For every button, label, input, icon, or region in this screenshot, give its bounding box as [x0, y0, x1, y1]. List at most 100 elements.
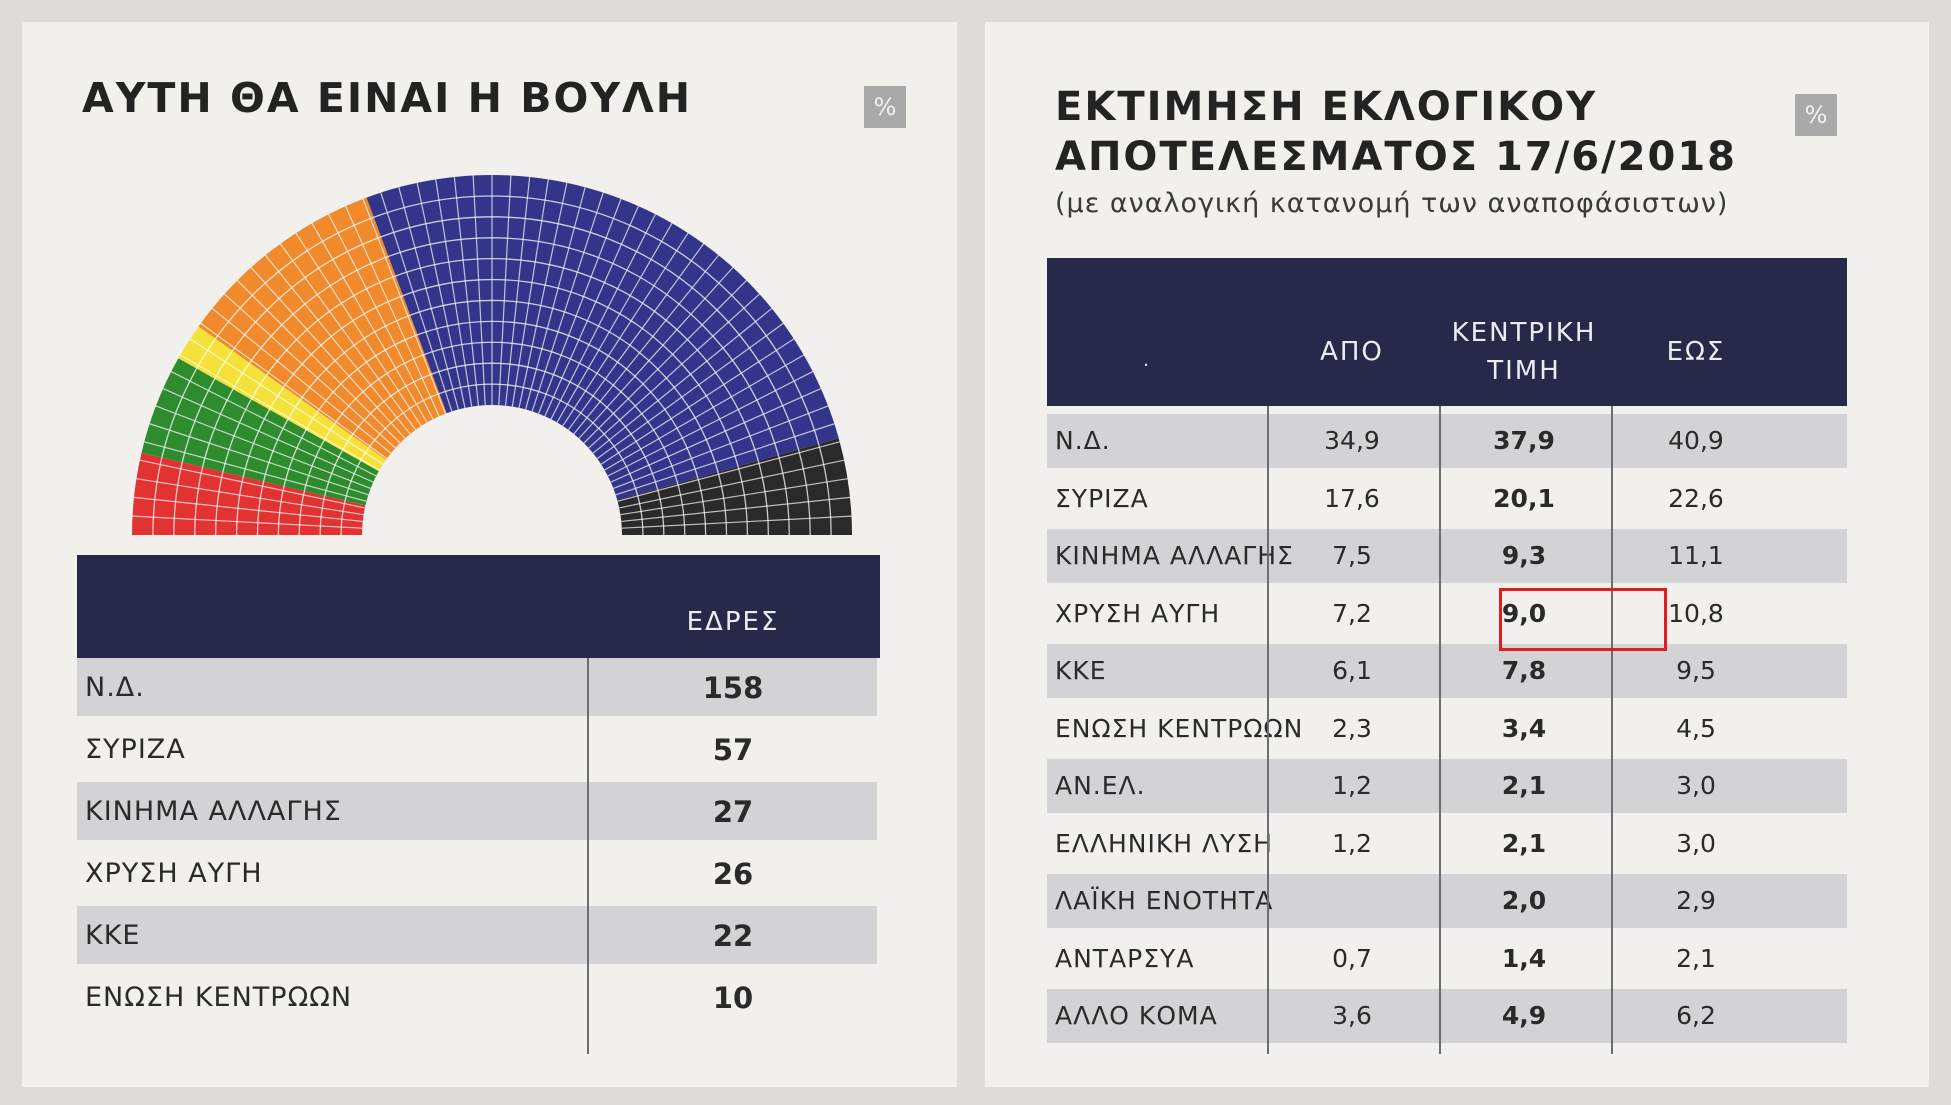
hemicycle-segment	[617, 438, 852, 535]
value-to: 40,9	[1668, 426, 1724, 455]
value-to: 2,9	[1676, 886, 1716, 915]
party-name: ΑΝ.ΕΛ.	[1055, 771, 1146, 800]
value-from: 3,6	[1332, 1001, 1372, 1030]
estimate-table-header: . ΑΠΟ ΚΕΝΤΡΙΚΗ ΤΙΜΗ ΕΩΣ	[1047, 258, 1847, 406]
party-name: ΕΝΩΣΗ ΚΕΝΤΡΩΩΝ	[1055, 714, 1304, 743]
seats-header: ΕΔΡΕΣ	[686, 607, 780, 637]
value-to: 3,0	[1676, 829, 1716, 858]
highlight-box	[1499, 588, 1667, 651]
estimate-row: ΚΙΝΗΜΑ ΑΛΛΑΓΗΣ 7,5 9,3 11,1	[1047, 529, 1847, 583]
value-to: 6,2	[1676, 1001, 1716, 1030]
hemicycle-segment	[132, 452, 366, 535]
value-central: 9,3	[1501, 541, 1547, 570]
seat-spoke-line	[472, 175, 486, 406]
estimate-row: ΛΑΪΚΗ ΕΝΟΤΗΤΑ 2,0 2,9	[1047, 874, 1847, 928]
seat-spoke-line	[435, 179, 473, 407]
seat-spoke-line	[538, 198, 622, 414]
seat-spoke-line	[362, 198, 446, 414]
percent-badge: %	[1795, 94, 1837, 136]
seat-spoke-line	[155, 405, 371, 489]
seat-spoke-line	[398, 187, 459, 410]
hemicycle-segment	[198, 197, 447, 460]
seat-count: 22	[712, 919, 754, 953]
seats-row: ΕΝΩΣΗ ΚΕΝΤΡΩΩΝ 10	[77, 968, 877, 1026]
estimate-row: ΧΡΥΣΗ ΑΥΓΗ 7,2 9,0 10,8	[1047, 587, 1847, 641]
seat-spoke-line	[179, 354, 380, 471]
seat-spoke-line	[133, 496, 363, 523]
central-divider	[1439, 406, 1441, 1054]
estimate-title-line1: ΕΚΤΙΜΗΣΗ ΕΚΛΟΓΙΚΟΥ	[1055, 84, 1598, 130]
from-divider	[1267, 406, 1269, 1054]
seat-spoke-line	[380, 192, 453, 412]
seat-spoke-line	[588, 293, 760, 449]
estimate-subtitle: (με αναλογική κατανομή των αναποφάσιστων…	[1055, 188, 1729, 219]
value-from: 6,1	[1332, 656, 1372, 685]
seat-spoke-line	[531, 192, 604, 412]
seat-spoke-line	[607, 371, 814, 477]
seat-spoke-line	[144, 441, 367, 502]
party-name: ΚΙΝΗΜΑ ΑΛΛΑΓΗΣ	[85, 796, 342, 827]
seat-spoke-line	[621, 496, 851, 523]
estimate-row: ΣΥΡΙΖΑ 17,6 20,1 22,6	[1047, 472, 1847, 526]
seat-spoke-line	[498, 175, 512, 406]
estimate-row: ΕΛΛΗΝΙΚΗ ΛΥΣΗ 1,2 2,1 3,0	[1047, 817, 1847, 871]
party-name: ΣΥΡΙΖΑ	[85, 734, 186, 765]
value-from: 0,7	[1332, 944, 1372, 973]
seat-spoke-line	[211, 307, 392, 454]
value-to: 9,5	[1676, 656, 1716, 685]
seat-spoke-line	[162, 388, 374, 483]
value-from: 7,5	[1332, 541, 1372, 570]
estimate-row: ΑΝ.ΕΛ. 1,2 2,1 3,0	[1047, 759, 1847, 813]
estimate-row: Ν.Δ. 34,9 37,9 40,9	[1047, 414, 1847, 468]
seat-spoke-line	[617, 441, 840, 502]
seat-spoke-line	[511, 179, 549, 407]
value-from: 2,3	[1332, 714, 1372, 743]
seat-spoke-line	[562, 232, 689, 427]
seats-row: ΣΥΡΙΖΑ 57	[77, 720, 877, 778]
seat-spoke-line	[224, 293, 396, 449]
seat-spoke-line	[189, 338, 384, 465]
party-name: ΣΥΡΙΖΑ	[1055, 484, 1149, 513]
seat-spoke-line	[596, 322, 784, 460]
party-name: ΕΛΛΗΝΙΚΗ ΛΥΣΗ	[1055, 829, 1273, 858]
seat-spoke-line	[416, 182, 466, 408]
seat-spoke-line	[345, 205, 440, 417]
parliament-title: ΑΥΤΗ ΘΑ ΕΙΝΑΙ Η ΒΟΥΛΗ	[82, 74, 693, 122]
seat-spoke-line	[610, 388, 822, 483]
party-name: ΑΝΤΑΡΣΥΑ	[1055, 944, 1195, 973]
estimate-row: ΚΚΕ 6,1 7,8 9,5	[1047, 644, 1847, 698]
value-from: 17,6	[1324, 484, 1380, 513]
estimate-row: ΕΝΩΣΗ ΚΕΝΤΡΩΩΝ 2,3 3,4 4,5	[1047, 702, 1847, 756]
estimate-row: ΑΝΤΑΡΣΥΑ 0,7 1,4 2,1	[1047, 932, 1847, 986]
value-to: 22,6	[1668, 484, 1724, 513]
estimate-row: ΑΛΛΟ ΚΟΜΑ 3,6 4,9 6,2	[1047, 989, 1847, 1043]
party-name: ΕΝΩΣΗ ΚΕΝΤΡΩΩΝ	[85, 982, 353, 1013]
value-to: 2,1	[1676, 944, 1716, 973]
party-name: ΑΛΛΟ ΚΟΜΑ	[1055, 1001, 1218, 1030]
seat-spoke-line	[237, 280, 401, 444]
seat-spoke-line	[264, 254, 411, 435]
seats-row: Ν.Δ. 158	[77, 658, 877, 716]
seat-spoke-line	[567, 243, 705, 431]
seat-count: 158	[702, 671, 764, 705]
estimate-title-line2: ΑΠΟΤΕΛΕΣΜΑΤΟΣ 17/6/2018	[1055, 134, 1737, 180]
seat-spoke-line	[592, 307, 773, 454]
party-name: ΧΡΥΣΗ ΑΥΓΗ	[85, 858, 263, 889]
value-central: 1,4	[1501, 944, 1547, 973]
seat-spoke-line	[525, 187, 586, 410]
value-to: 3,0	[1676, 771, 1716, 800]
value-from: 7,2	[1332, 599, 1372, 628]
seat-spoke-line	[453, 176, 480, 406]
seat-spoke-line	[583, 280, 747, 444]
seat-spoke-line	[279, 243, 417, 431]
party-name: ΚΚΕ	[85, 920, 141, 951]
seat-spoke-line	[621, 515, 852, 529]
seat-spoke-line	[250, 267, 406, 439]
seat-spoke-line	[170, 371, 377, 477]
seat-spoke-line	[613, 405, 829, 489]
seat-spoke-line	[518, 182, 568, 408]
party-name: Ν.Δ.	[85, 672, 145, 703]
header-to: ΕΩΣ	[1666, 337, 1726, 367]
seat-spoke-line	[615, 423, 835, 496]
seat-spoke-line	[620, 478, 848, 516]
